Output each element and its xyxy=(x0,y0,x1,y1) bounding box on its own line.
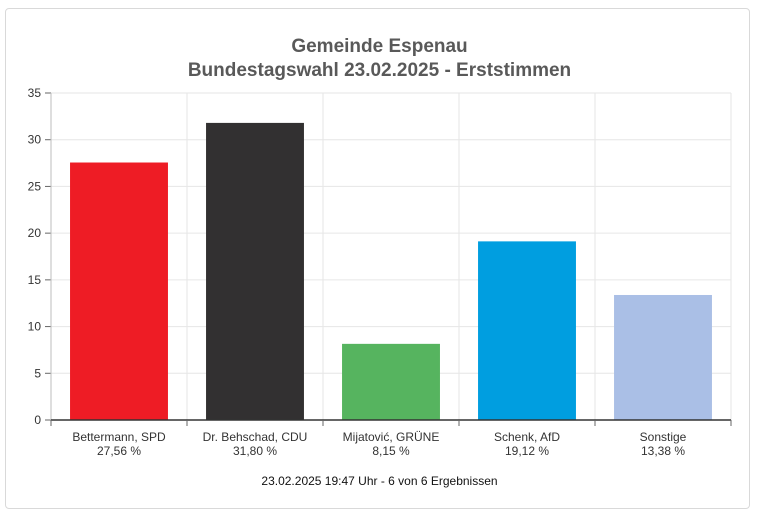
chart-subtitle: Bundestagswahl 23.02.2025 - Erststimmen xyxy=(187,60,572,81)
category-label: Sonstige xyxy=(640,430,687,444)
category-label: Bettermann, SPD xyxy=(72,430,166,444)
category-label: Mijatović, GRÜNE xyxy=(343,430,440,444)
y-tick-label: 35 xyxy=(28,86,42,100)
value-label: 31,80 % xyxy=(233,444,277,458)
y-tick-label: 10 xyxy=(28,320,42,334)
chart-title: Gemeinde Espenau xyxy=(291,36,468,57)
value-label: 27,56 % xyxy=(97,444,141,458)
bar xyxy=(70,162,168,420)
y-tick-label: 25 xyxy=(28,179,42,193)
category-label: Dr. Behschad, CDU xyxy=(203,430,308,444)
bar xyxy=(206,122,304,420)
bar xyxy=(478,241,576,420)
bar xyxy=(614,294,712,420)
category-label: Schenk, AfD xyxy=(494,430,560,444)
y-tick-label: 20 xyxy=(28,226,42,240)
y-tick-label: 30 xyxy=(28,133,42,147)
value-label: 13,38 % xyxy=(641,444,685,458)
value-label: 8,15 % xyxy=(372,444,410,458)
bar xyxy=(342,343,440,420)
y-tick-label: 15 xyxy=(28,273,42,287)
y-tick-label: 0 xyxy=(34,413,41,427)
y-tick-label: 5 xyxy=(34,366,41,380)
chart-footer: 23.02.2025 19:47 Uhr - 6 von 6 Ergebniss… xyxy=(261,474,498,488)
value-label: 19,12 % xyxy=(505,444,549,458)
